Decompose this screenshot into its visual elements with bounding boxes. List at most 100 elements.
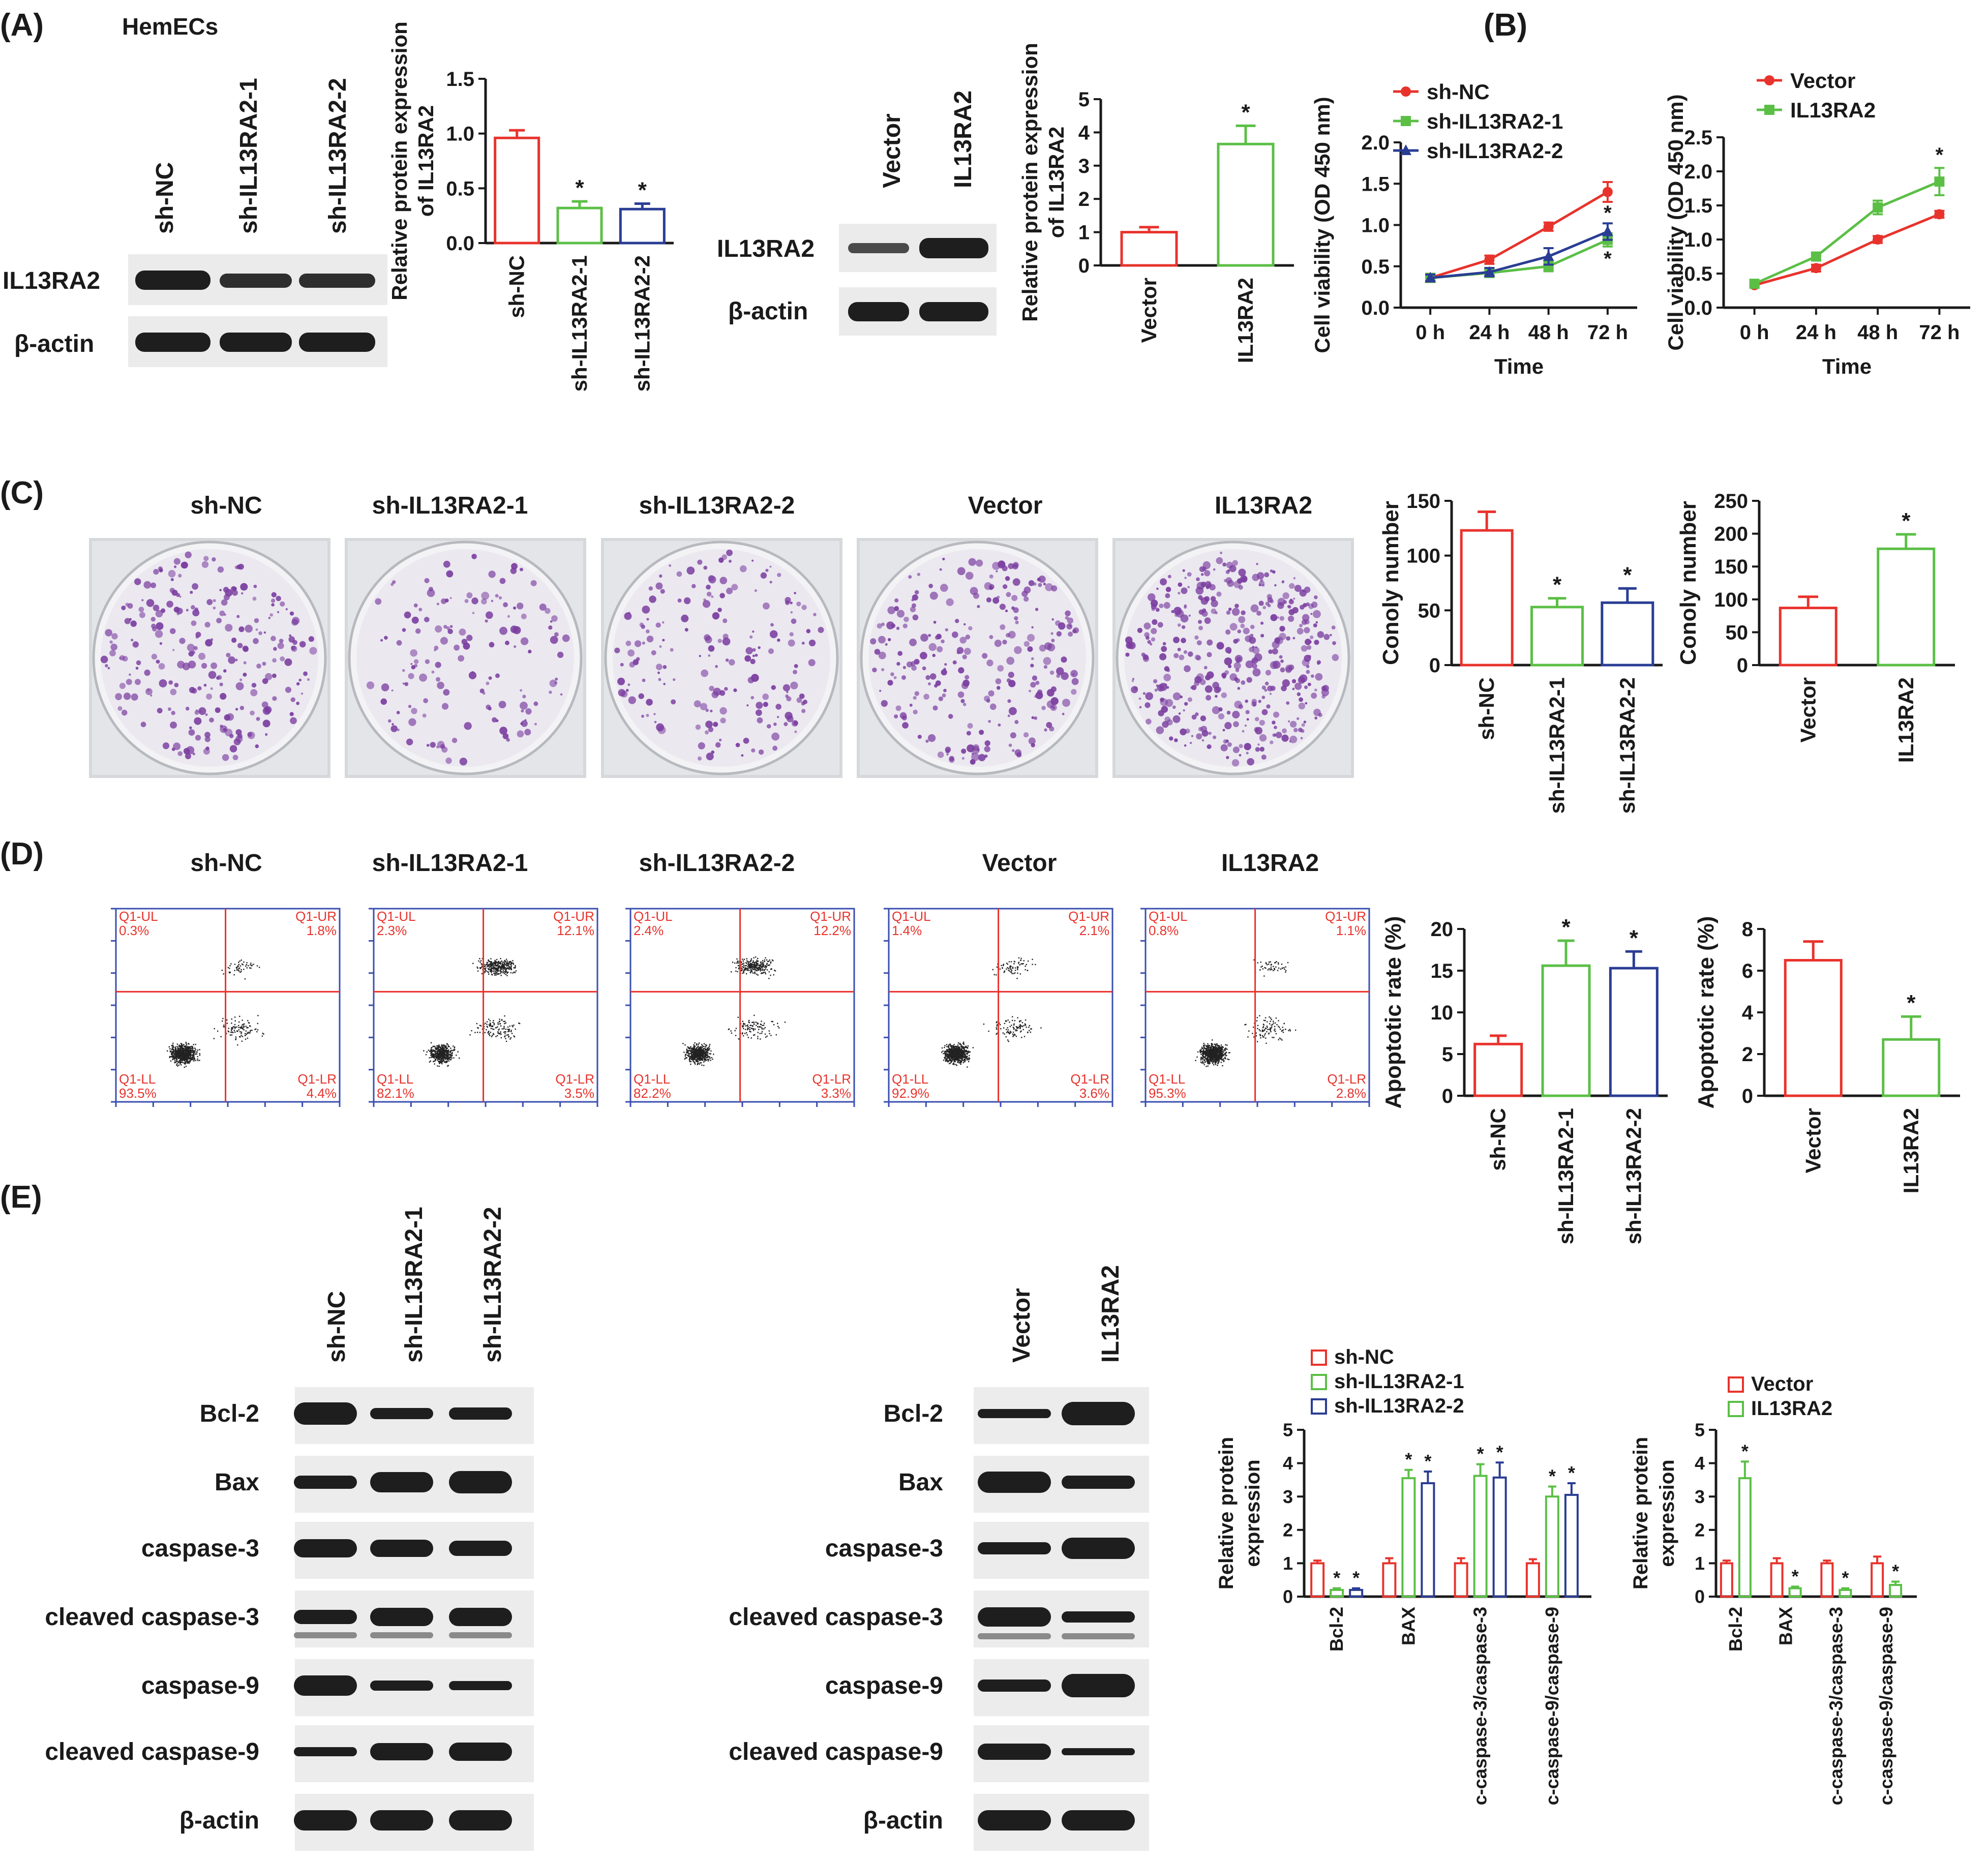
- blot-band: [1062, 1611, 1135, 1623]
- y-tick-label: 0.5: [446, 177, 474, 200]
- x-category-label: IL13RA2: [1233, 278, 1257, 363]
- y-tick-label: 5: [1695, 1420, 1705, 1441]
- chart-c2: 0 50 100 150 200 250 Conoly number Vector * IL13R…: [1676, 490, 1955, 763]
- data-point: [1873, 202, 1883, 213]
- x-tick-label: 72 h: [1587, 321, 1628, 344]
- blot-band: [978, 1542, 1051, 1554]
- blot-band: [978, 1607, 1051, 1627]
- blot-row-label: β-actin: [863, 1807, 943, 1834]
- blot-band: [220, 274, 292, 288]
- x-category-label: sh-IL13RA2-1: [1554, 1108, 1578, 1244]
- x-category-label: sh-NC: [505, 255, 529, 318]
- blot-lane-label: sh-IL13RA2-1: [235, 78, 262, 234]
- blot-band: [978, 1744, 1051, 1760]
- y-axis-label: expression: [1242, 1459, 1264, 1567]
- quadrant-value: 12.1%: [557, 923, 594, 938]
- data-point: [1543, 250, 1554, 261]
- x-category-label: c-caspase-9/caspase-9: [1876, 1607, 1896, 1805]
- y-tick-label: 0.0: [446, 232, 474, 255]
- blot-band: [449, 1407, 512, 1420]
- y-tick-label: 6: [1742, 960, 1753, 982]
- sig-marker: *: [1842, 1568, 1849, 1588]
- y-tick-label: 15: [1431, 960, 1454, 982]
- sig-marker: *: [1936, 144, 1944, 166]
- blot-band: [848, 243, 909, 253]
- sig-marker: *: [1424, 1451, 1431, 1472]
- column-header: sh-IL13RA2-2: [639, 850, 795, 877]
- y-tick-label: 1.5: [1361, 173, 1390, 195]
- blot-band: [220, 333, 292, 352]
- x-category-label: sh-NC: [1474, 677, 1498, 740]
- blot-row-label: caspase-3: [825, 1535, 943, 1562]
- blot-lane-label: sh-NC: [323, 1291, 350, 1363]
- sig-marker: *: [1477, 1444, 1484, 1464]
- quadrant-value: 1.8%: [307, 923, 337, 938]
- sig-marker: *: [1630, 925, 1639, 950]
- blot-row-label: Bax: [898, 1469, 943, 1496]
- x-category-label: Vector: [1137, 278, 1161, 343]
- blot-band: [919, 302, 988, 321]
- colony-dishes: [89, 538, 1354, 778]
- column-header: sh-IL13RA2-1: [372, 492, 528, 519]
- blot-band: [294, 1675, 357, 1696]
- x-tick-label: 24 h: [1796, 321, 1836, 344]
- blot-band: [294, 1810, 357, 1831]
- sig-marker: *: [575, 175, 584, 200]
- colony-dish: [345, 538, 586, 778]
- sig-marker: *: [1902, 508, 1911, 533]
- flow-headers: sh-NC sh-IL13RA2-1 sh-IL13RA2-2 Vector I…: [190, 850, 1319, 877]
- blot-band: [449, 1743, 512, 1761]
- series-line: [1754, 213, 1940, 287]
- series-line: [1754, 180, 1940, 285]
- quadrant-name: Q1-UL: [377, 909, 416, 924]
- data-point: [1602, 187, 1613, 197]
- y-tick-label: 100: [1406, 545, 1440, 567]
- blot-row-label: β-actin: [728, 298, 808, 325]
- x-category-label: c-caspase-3/caspase-3: [1470, 1607, 1491, 1805]
- column-header: sh-IL13RA2-1: [372, 850, 528, 877]
- x-category-label: sh-IL13RA2-2: [1621, 1108, 1645, 1244]
- sig-marker: *: [1241, 100, 1250, 125]
- quadrant-value: 2.3%: [377, 923, 407, 938]
- blot-row-label: IL13RA2: [3, 267, 100, 294]
- blot-band: [1062, 1402, 1135, 1425]
- blot-band: [449, 1608, 512, 1626]
- y-tick-label: 50: [1418, 599, 1441, 622]
- quadrant-value: 2.8%: [1336, 1086, 1366, 1101]
- x-tick-label: 72 h: [1919, 321, 1960, 344]
- blot-band: [449, 1681, 512, 1690]
- quadrant-name: Q1-UL: [119, 909, 158, 924]
- quadrant-value: 3.6%: [1079, 1086, 1109, 1101]
- y-axis-label: Apoptotic rate (%): [1694, 916, 1719, 1109]
- y-tick-label: 1.5: [1684, 195, 1712, 217]
- blot-band: [848, 302, 909, 321]
- blot-row-label: caspase-9: [141, 1672, 259, 1699]
- data-point: [1543, 221, 1554, 232]
- sig-marker: *: [1792, 1566, 1799, 1586]
- blot-band: [1062, 1810, 1135, 1831]
- y-axis-label: of IL13RA2: [414, 105, 438, 217]
- y-tick-label: 0.0: [1684, 297, 1712, 319]
- y-axis-label: Apoptotic rate (%): [1381, 916, 1406, 1109]
- y-tick-label: 2: [1283, 1519, 1293, 1540]
- y-tick-label: 2: [1695, 1519, 1705, 1540]
- y-tick-label: 1.0: [1361, 215, 1390, 237]
- y-tick-label: 1.0: [1684, 229, 1712, 251]
- y-axis-label: Relative protein expression: [387, 21, 411, 301]
- y-tick-label: 150: [1406, 490, 1440, 513]
- blot-lane-label: sh-IL13RA2-2: [479, 1207, 506, 1363]
- legend-label: sh-IL13RA2-2: [1427, 139, 1563, 163]
- quadrant-value: 2.1%: [1079, 923, 1109, 938]
- quadrant-name: Q1-LL: [892, 1071, 928, 1087]
- x-category-label: Vector: [1796, 677, 1820, 742]
- quadrant-name: Q1-UR: [1068, 909, 1109, 924]
- y-axis-label: Cell viability (OD 450 nm): [1664, 94, 1688, 350]
- quadrant-value: 12.2%: [814, 923, 851, 938]
- blot-lane-label: IL13RA2: [950, 91, 977, 188]
- sig-marker: *: [1907, 991, 1916, 1015]
- blot-band: [1062, 1674, 1135, 1697]
